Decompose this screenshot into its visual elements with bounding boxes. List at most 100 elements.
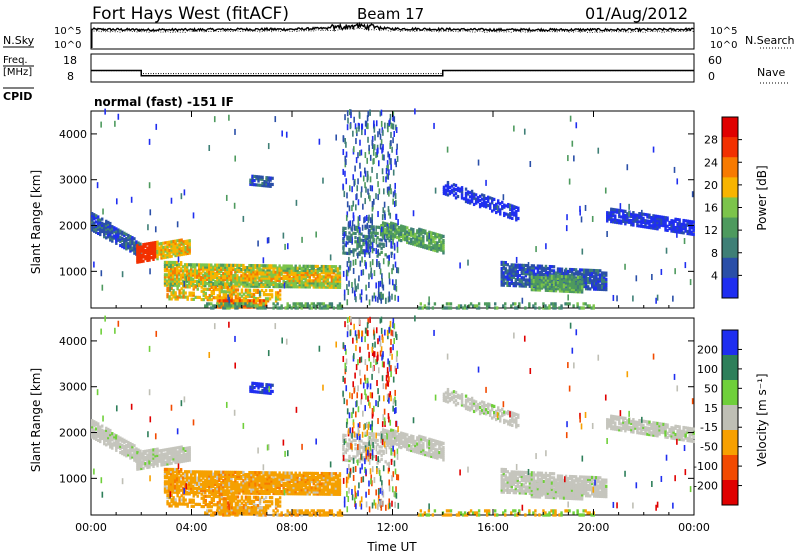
velocity-cell (167, 467, 171, 472)
velocity-cell (306, 482, 309, 486)
velocity-cell (200, 470, 203, 474)
velocity-cell (142, 466, 145, 470)
power-cell (584, 278, 588, 283)
power-cell (389, 227, 393, 231)
power-cell (196, 271, 199, 275)
velocity-cell (185, 486, 189, 490)
velocity-cell (308, 488, 311, 492)
power-cell (242, 299, 246, 303)
power-cell (358, 236, 361, 240)
power-cell (528, 282, 532, 286)
velocity-cell (268, 475, 271, 479)
power-cell (129, 247, 132, 251)
power-cell (117, 236, 120, 240)
power-cell (490, 201, 494, 205)
power-cell (232, 288, 236, 292)
power-cell (370, 245, 373, 249)
power-cell (263, 184, 266, 188)
power-cell (590, 272, 594, 277)
velocity-cell (222, 472, 225, 476)
power-cell (194, 279, 197, 283)
velocity-cell (189, 476, 193, 480)
power-cell (574, 290, 578, 294)
power-cell (398, 230, 401, 234)
velocity-cell (95, 423, 98, 427)
velocity-cell (148, 453, 151, 457)
power-cell (318, 304, 322, 308)
power-cell (578, 284, 582, 288)
power-speck (394, 193, 397, 200)
power-cell (517, 208, 520, 212)
power-speck (148, 182, 151, 189)
power-cell (568, 285, 572, 289)
power-speck (393, 242, 396, 249)
power-cell (612, 218, 615, 222)
velocity-cell (312, 490, 316, 494)
power-cell (238, 265, 241, 270)
power-cell (158, 252, 161, 256)
power-cell (236, 288, 240, 292)
velocity-cell (318, 482, 322, 486)
power-cell (236, 267, 239, 272)
power-cell (230, 288, 234, 292)
power-cell (140, 253, 143, 257)
power-cell (136, 250, 139, 254)
velocity-cell (173, 467, 177, 472)
velocity-cell (328, 488, 332, 492)
velocity-cell (322, 482, 326, 486)
power-speck (584, 204, 587, 211)
power-cell (140, 249, 143, 253)
power-speck (344, 138, 346, 145)
velocity-cell (250, 479, 253, 483)
velocity-cell (138, 461, 141, 465)
power-speck (301, 236, 303, 243)
power-cell (562, 279, 566, 283)
power-cell (592, 268, 596, 273)
power-cell (418, 233, 421, 238)
power-cell (440, 244, 443, 248)
velocity-cell (189, 484, 193, 488)
velocity-cell (240, 481, 243, 485)
velocity-cell (169, 482, 173, 486)
velocity-cell (222, 480, 225, 485)
power-cell (318, 277, 322, 281)
velocity-cell (224, 485, 227, 489)
power-cell (178, 253, 181, 257)
power-cell (616, 208, 619, 212)
velocity-cell (244, 489, 247, 493)
power-cell (166, 295, 169, 299)
power-cell (246, 294, 250, 298)
power-cell (174, 291, 177, 295)
power-cell (264, 293, 268, 297)
power-cell (174, 297, 177, 301)
power-cell (256, 304, 259, 308)
power-cell (316, 273, 320, 277)
power-cell (286, 266, 289, 270)
power-cell (682, 223, 685, 227)
power-cell (91, 214, 94, 218)
power-cell (232, 299, 236, 303)
velocity-cell (172, 455, 175, 459)
power-cell (185, 265, 189, 269)
power-cell (490, 197, 494, 201)
power-cell (99, 218, 102, 222)
power-speck (262, 257, 265, 264)
power-cell (524, 278, 528, 282)
power-cell (264, 266, 267, 270)
velocity-cell (272, 483, 275, 487)
velocity-cell (290, 471, 293, 475)
power-speck (565, 225, 568, 232)
power-cell (404, 236, 407, 240)
power-cell (127, 246, 130, 250)
velocity-cell (248, 473, 251, 477)
power-cell (568, 289, 572, 294)
velocity-cell (292, 473, 295, 477)
power-cell (432, 244, 435, 248)
power-cell (595, 281, 598, 285)
power-cell (676, 217, 679, 222)
power-speck (377, 249, 380, 256)
velocity-cell (310, 477, 313, 482)
velocity-cell (148, 461, 151, 465)
power-cell (530, 270, 534, 274)
